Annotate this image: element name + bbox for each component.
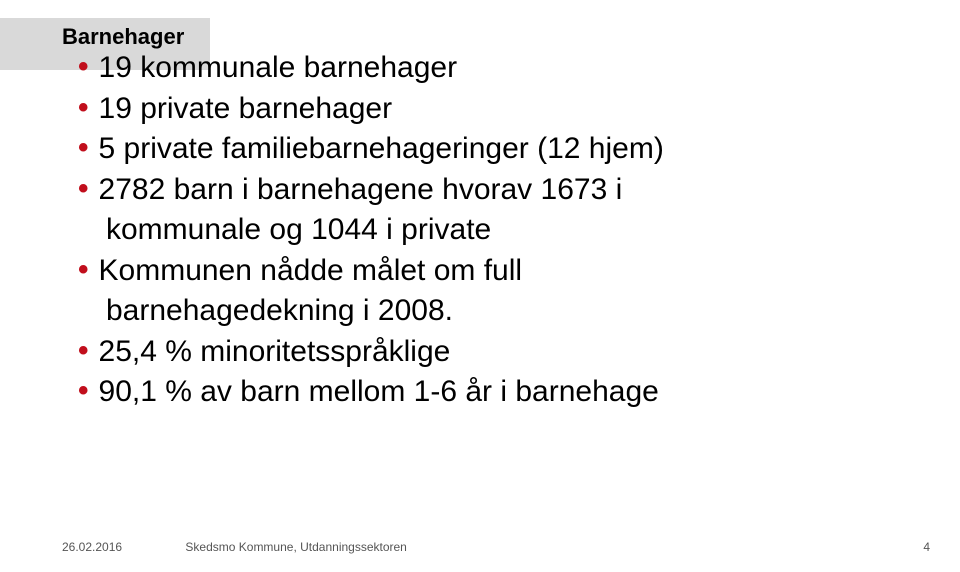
bullet-text: Kommunen nådde målet om full (99, 251, 523, 292)
page-number: 4 (923, 540, 930, 554)
bullet-item: • 2782 barn i barnehagene hvorav 1673 i (78, 170, 900, 211)
bullet-continuation: kommunale og 1044 i private (106, 210, 900, 251)
slide: Barnehager • 19 kommunale barnehager • 1… (0, 0, 960, 572)
footer-org: Skedsmo Kommune, Utdanningssektoren (185, 540, 406, 554)
bullet-text: 90,1 % av barn mellom 1-6 år i barnehage (99, 372, 659, 413)
bullet-text: 19 private barnehager (99, 89, 393, 130)
bullet-dot-icon: • (78, 93, 89, 123)
bullet-item: • 90,1 % av barn mellom 1-6 år i barneha… (78, 372, 900, 413)
bullet-item: • 19 kommunale barnehager (78, 48, 900, 89)
bullet-continuation: barnehagedekning i 2008. (106, 291, 900, 332)
slide-title: Barnehager (62, 24, 184, 50)
content-area: • 19 kommunale barnehager • 19 private b… (78, 48, 900, 413)
bullet-item: • 19 private barnehager (78, 89, 900, 130)
bullet-item: • Kommunen nådde målet om full (78, 251, 900, 292)
bullet-item: • 5 private familiebarnehageringer (12 h… (78, 129, 900, 170)
footer-date: 26.02.2016 (62, 540, 122, 554)
bullet-dot-icon: • (78, 174, 89, 204)
bullet-dot-icon: • (78, 336, 89, 366)
bullet-text: 19 kommunale barnehager (99, 48, 458, 89)
bullet-dot-icon: • (78, 376, 89, 406)
bullet-text: 25,4 % minoritetsspråklige (99, 332, 451, 373)
bullet-dot-icon: • (78, 52, 89, 82)
footer: 26.02.2016 Skedsmo Kommune, Utdanningsse… (62, 540, 407, 554)
bullet-item: • 25,4 % minoritetsspråklige (78, 332, 900, 373)
bullet-dot-icon: • (78, 133, 89, 163)
bullet-dot-icon: • (78, 255, 89, 285)
bullet-text: 2782 barn i barnehagene hvorav 1673 i (99, 170, 623, 211)
bullet-text: 5 private familiebarnehageringer (12 hje… (99, 129, 664, 170)
